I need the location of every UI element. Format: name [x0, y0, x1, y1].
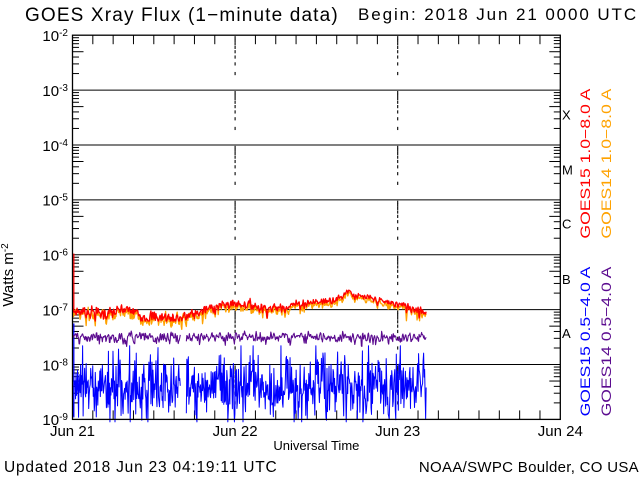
svg-text:B: B [562, 272, 571, 287]
svg-text:GOES Xray Flux (1−minute data): GOES Xray Flux (1−minute data) [25, 5, 339, 26]
svg-text:10-6: 10-6 [42, 248, 68, 265]
svg-text:10-7: 10-7 [42, 302, 68, 319]
svg-text:GOES14 0.5−4.0 A: GOES14 0.5−4.0 A [599, 267, 614, 417]
svg-text:Jun 23: Jun 23 [375, 423, 420, 440]
svg-text:M: M [562, 162, 573, 177]
svg-text:Begin: 2018 Jun 21 0000 UTC: Begin: 2018 Jun 21 0000 UTC [358, 5, 638, 24]
svg-text:Jun 22: Jun 22 [213, 423, 258, 440]
svg-text:10-8: 10-8 [42, 357, 68, 374]
svg-text:Updated 2018 Jun 23 04:19:11 U: Updated 2018 Jun 23 04:19:11 UTC [4, 459, 278, 476]
svg-text:10-4: 10-4 [42, 138, 68, 155]
svg-text:NOAA/SWPC Boulder, CO USA: NOAA/SWPC Boulder, CO USA [419, 459, 639, 476]
svg-text:10-5: 10-5 [42, 193, 68, 210]
svg-text:GOES14 1.0−8.0 A: GOES14 1.0−8.0 A [599, 89, 614, 239]
svg-text:GOES15 1.0−8.0 A: GOES15 1.0−8.0 A [578, 89, 593, 239]
svg-text:C: C [562, 217, 571, 232]
svg-text:Universal Time: Universal Time [273, 438, 359, 453]
svg-text:GOES15 0.5−4.0 A: GOES15 0.5−4.0 A [578, 267, 593, 417]
svg-text:Watts m-2: Watts m-2 [0, 243, 17, 307]
svg-text:10-2: 10-2 [42, 28, 68, 45]
svg-text:X: X [562, 108, 571, 123]
svg-text:A: A [562, 326, 571, 341]
svg-text:Jun 21: Jun 21 [50, 423, 95, 440]
svg-text:10-3: 10-3 [42, 83, 68, 100]
svg-text:Jun 24: Jun 24 [538, 423, 583, 440]
